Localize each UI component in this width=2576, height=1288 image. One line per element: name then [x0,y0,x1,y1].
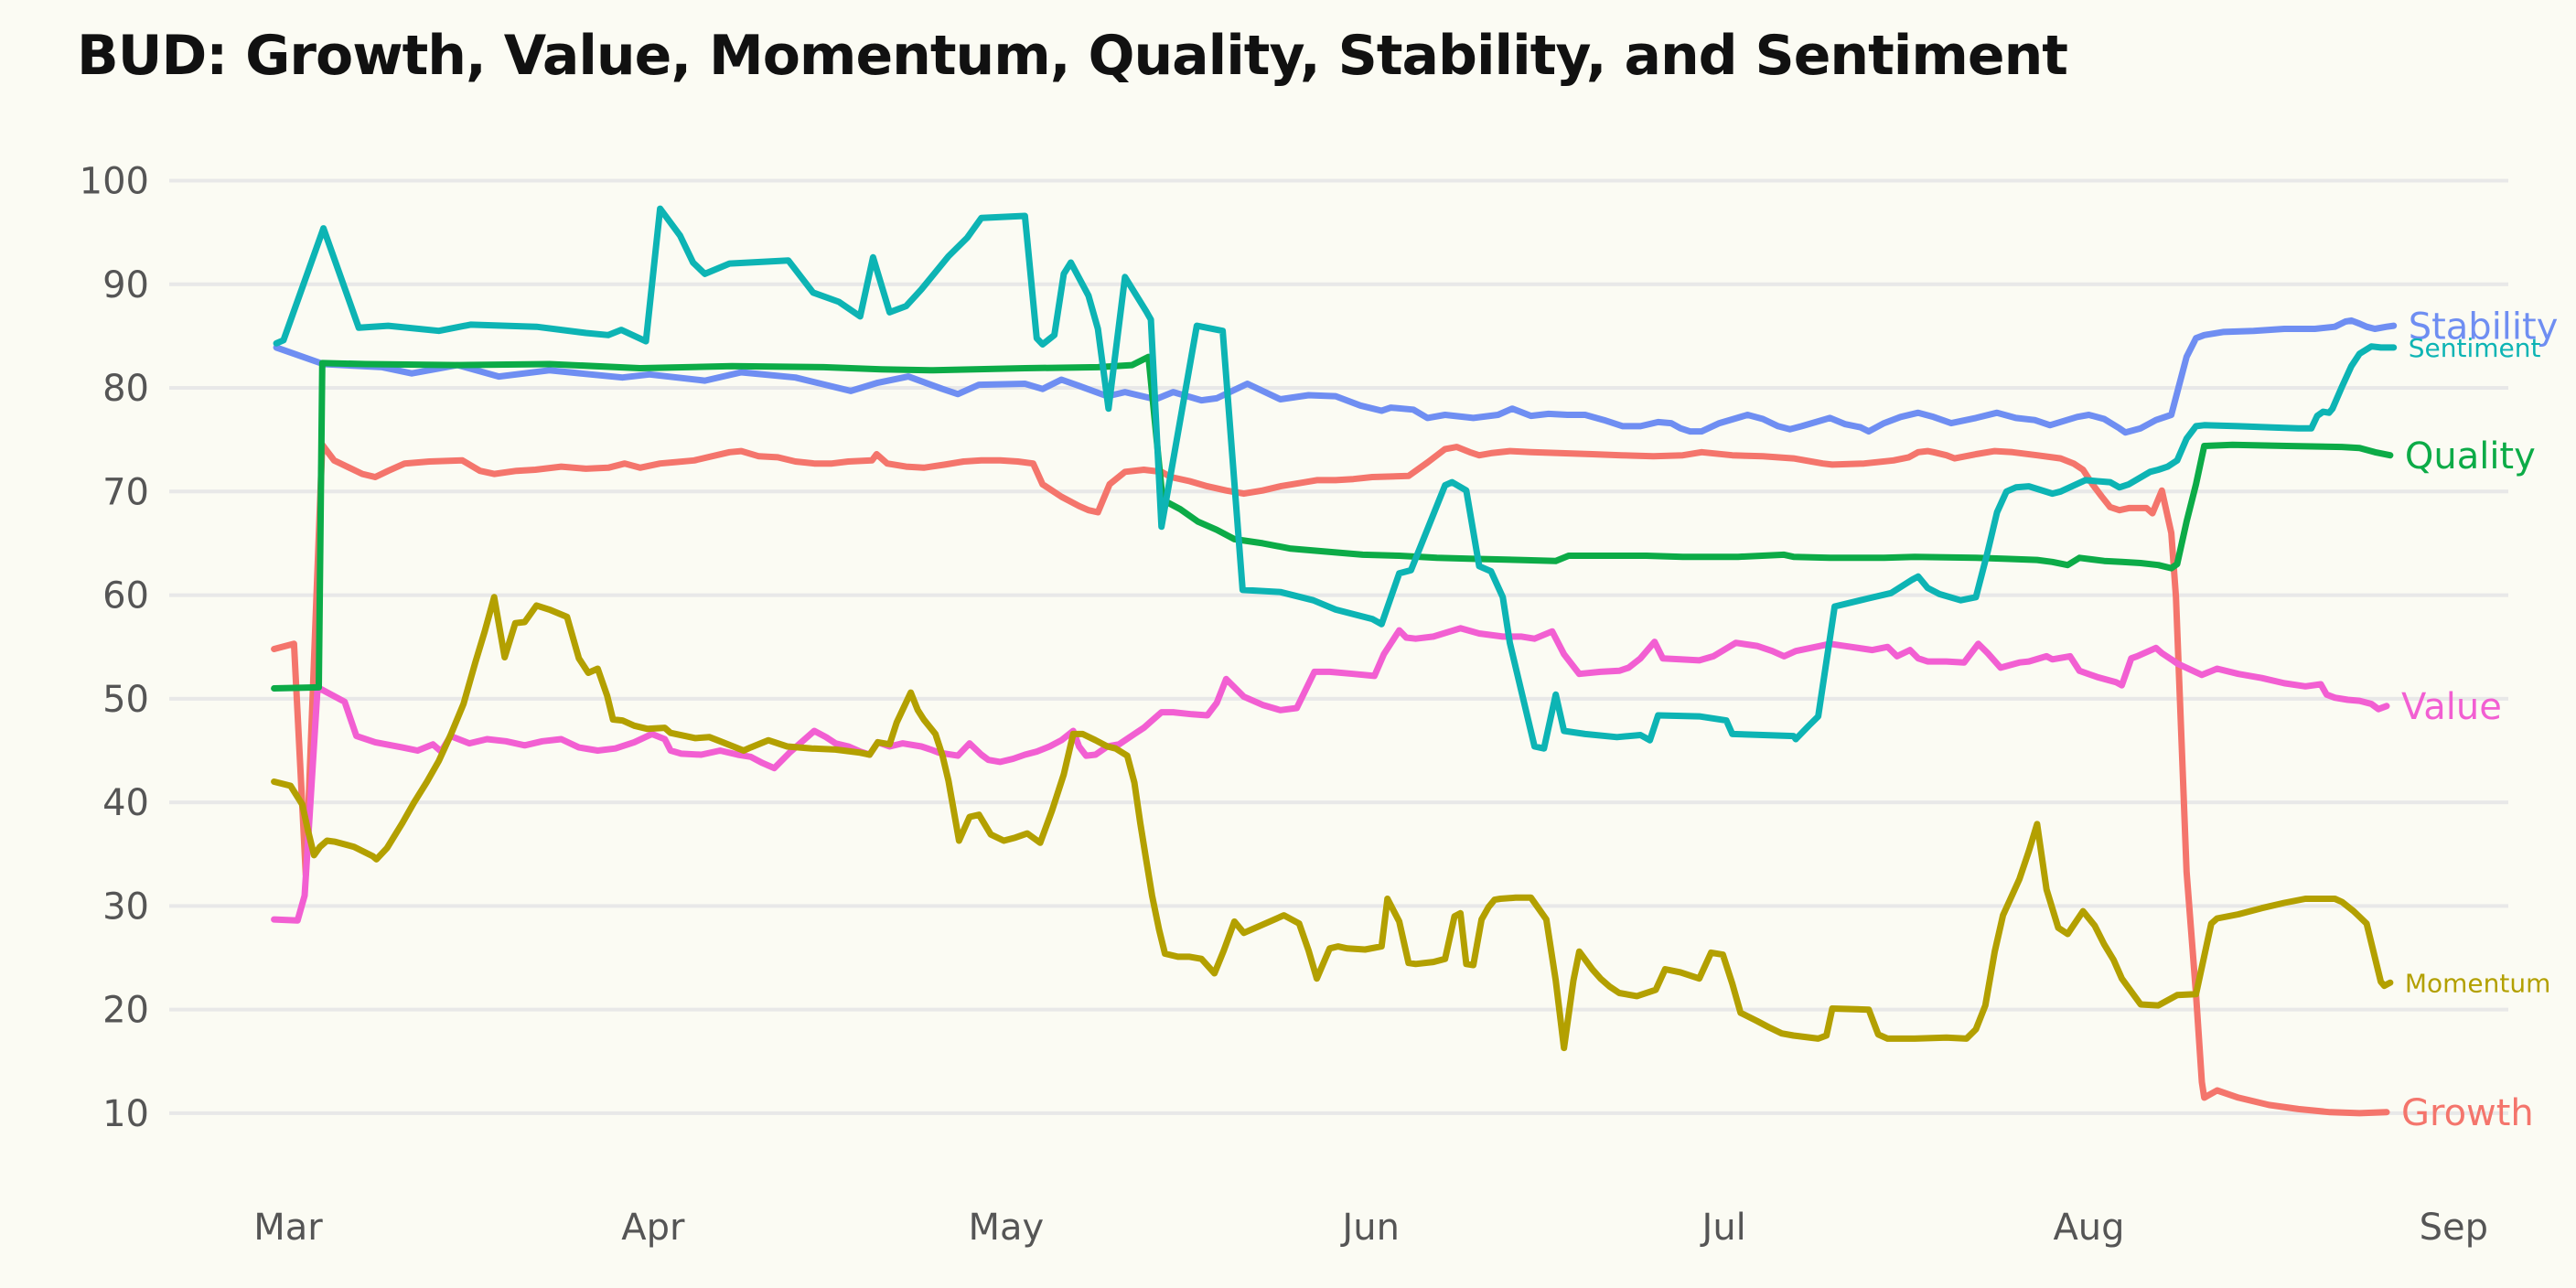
series-line-sentiment[interactable] [273,205,2398,752]
series-label-momentum: Momentum [2405,968,2551,998]
y-tick-label-40: 40 [102,782,149,824]
series-line-quality[interactable] [271,353,2394,692]
y-tick-label-50: 50 [102,679,149,721]
x-tick-label-mar: Mar [253,1207,323,1249]
y-tick-label-90: 90 [102,264,149,306]
x-tick-label-aug: Aug [2053,1207,2124,1249]
x-tick-label-sep: Sep [2420,1207,2488,1249]
y-tick-label-100: 100 [80,161,149,203]
y-tick-label-80: 80 [102,368,149,410]
y-tick-label-10: 10 [102,1093,149,1135]
y-tick-label-70: 70 [102,471,149,513]
x-tick-label-apr: Apr [621,1207,685,1249]
x-tick-label-jul: Jul [1700,1207,1746,1249]
series-line-stability[interactable] [273,317,2398,436]
series-line-value[interactable] [271,625,2390,924]
y-tick-label-30: 30 [102,886,149,928]
y-tick-label-60: 60 [102,575,149,617]
series-line-growth[interactable] [271,441,2390,1117]
chart-title: BUD: Growth, Value, Momentum, Quality, S… [77,24,2068,88]
x-tick-label-jun: Jun [1339,1207,1400,1249]
series-line-momentum[interactable] [271,594,2394,1052]
series-label-growth: Growth [2401,1092,2534,1134]
series-label-quality: Quality [2405,435,2536,478]
y-tick-label-20: 20 [102,990,149,1032]
x-tick-label-may: May [968,1207,1044,1249]
series-label-sentiment: Sentiment [2409,333,2541,363]
series-label-stability: Stability [2409,306,2559,348]
series-label-value: Value [2401,686,2502,728]
